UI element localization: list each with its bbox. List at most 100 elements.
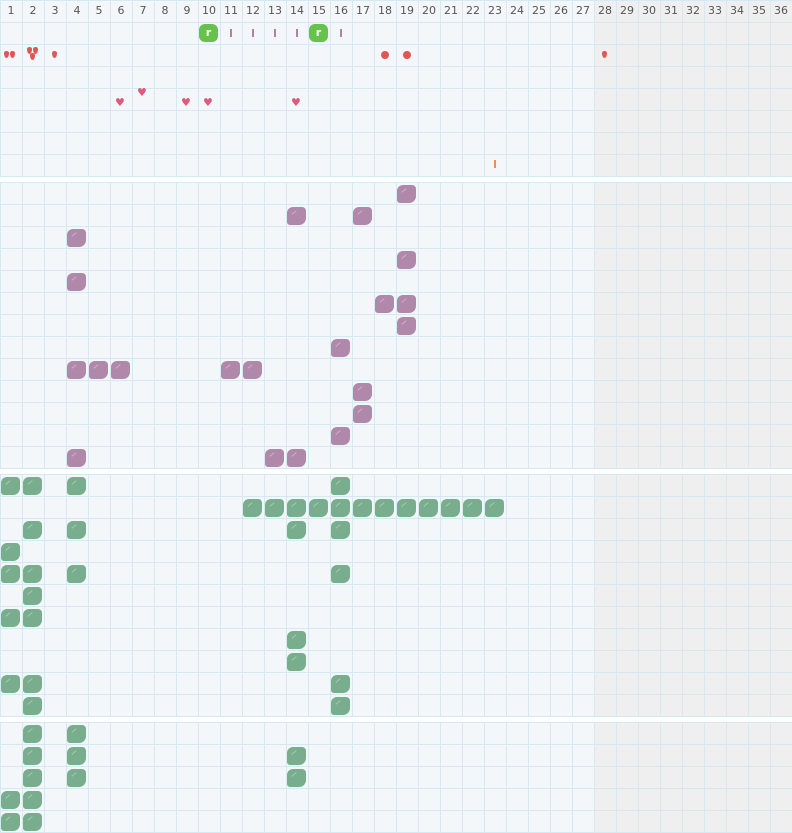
heart-icon[interactable]: ♥ xyxy=(137,86,147,99)
day-number[interactable]: 13 xyxy=(268,4,282,17)
tick-mark[interactable] xyxy=(252,29,254,37)
symptom-mark[interactable] xyxy=(23,675,42,693)
symptom-mark[interactable] xyxy=(243,499,262,517)
symptom-mark[interactable] xyxy=(375,499,394,517)
day-number[interactable]: 33 xyxy=(708,4,722,17)
day-number[interactable]: 2 xyxy=(29,4,37,17)
drop-icon[interactable] xyxy=(27,47,32,54)
day-number[interactable]: 11 xyxy=(224,4,238,17)
symptom-mark[interactable] xyxy=(375,295,394,313)
symptom-mark[interactable] xyxy=(287,449,306,467)
symptom-mark[interactable] xyxy=(67,747,86,765)
day-number[interactable]: 27 xyxy=(576,4,590,17)
day-number[interactable]: 17 xyxy=(356,4,370,17)
day-number[interactable]: 34 xyxy=(730,4,744,17)
marker-badge[interactable]: r xyxy=(309,24,328,42)
symptom-mark[interactable] xyxy=(331,427,350,445)
day-number[interactable]: 31 xyxy=(664,4,678,17)
symptom-mark[interactable] xyxy=(463,499,482,517)
drop-icon[interactable] xyxy=(33,47,38,54)
day-number[interactable]: 29 xyxy=(620,4,634,17)
symptom-mark[interactable] xyxy=(441,499,460,517)
symptom-mark[interactable] xyxy=(485,499,504,517)
symptom-mark[interactable] xyxy=(1,609,20,627)
drop-icon[interactable] xyxy=(10,51,15,58)
drop-icon[interactable] xyxy=(30,53,35,60)
symptom-mark[interactable] xyxy=(67,273,86,291)
symptom-mark[interactable] xyxy=(67,449,86,467)
day-number[interactable]: 18 xyxy=(378,4,392,17)
symptom-mark[interactable] xyxy=(331,521,350,539)
drop-icon[interactable] xyxy=(52,51,57,58)
day-number[interactable]: 1 xyxy=(7,4,15,17)
symptom-mark[interactable] xyxy=(309,499,328,517)
symptom-mark[interactable] xyxy=(287,499,306,517)
day-number[interactable]: 10 xyxy=(202,4,216,17)
tick-mark[interactable] xyxy=(274,29,276,37)
symptom-mark[interactable] xyxy=(397,499,416,517)
day-number[interactable]: 6 xyxy=(117,4,125,17)
symptom-mark[interactable] xyxy=(397,295,416,313)
symptom-mark[interactable] xyxy=(353,383,372,401)
symptom-mark[interactable] xyxy=(67,229,86,247)
day-number[interactable]: 30 xyxy=(642,4,656,17)
symptom-mark[interactable] xyxy=(23,565,42,583)
marker-badge[interactable]: r xyxy=(199,24,218,42)
heart-icon[interactable]: ♥ xyxy=(181,96,191,109)
day-number[interactable]: 36 xyxy=(774,4,788,17)
day-number[interactable]: 12 xyxy=(246,4,260,17)
symptom-mark[interactable] xyxy=(287,207,306,225)
symptom-mark[interactable] xyxy=(287,521,306,539)
symptom-mark[interactable] xyxy=(23,813,42,831)
heart-icon[interactable]: ♥ xyxy=(291,96,301,109)
symptom-mark[interactable] xyxy=(397,185,416,203)
day-number[interactable]: 23 xyxy=(488,4,502,17)
day-number[interactable]: 4 xyxy=(73,4,81,17)
heart-icon[interactable]: ♥ xyxy=(115,96,125,109)
symptom-mark[interactable] xyxy=(23,791,42,809)
symptom-mark[interactable] xyxy=(287,653,306,671)
drop-icon[interactable] xyxy=(602,51,607,58)
day-number[interactable]: 9 xyxy=(183,4,191,17)
symptom-mark[interactable] xyxy=(1,813,20,831)
day-number[interactable]: 5 xyxy=(95,4,103,17)
day-number[interactable]: 24 xyxy=(510,4,524,17)
tick-mark[interactable] xyxy=(340,29,342,37)
day-number[interactable]: 8 xyxy=(161,4,169,17)
symptom-mark[interactable] xyxy=(23,477,42,495)
symptom-mark[interactable] xyxy=(67,521,86,539)
symptom-mark[interactable] xyxy=(23,769,42,787)
day-number[interactable]: 26 xyxy=(554,4,568,17)
symptom-mark[interactable] xyxy=(67,477,86,495)
symptom-mark[interactable] xyxy=(67,361,86,379)
symptom-mark[interactable] xyxy=(67,565,86,583)
symptom-mark[interactable] xyxy=(221,361,240,379)
tick-mark[interactable] xyxy=(494,160,496,168)
symptom-mark[interactable] xyxy=(1,543,20,561)
symptom-mark[interactable] xyxy=(111,361,130,379)
heart-icon[interactable]: ♥ xyxy=(203,96,213,109)
day-number[interactable]: 25 xyxy=(532,4,546,17)
symptom-mark[interactable] xyxy=(331,697,350,715)
symptom-mark[interactable] xyxy=(265,449,284,467)
symptom-mark[interactable] xyxy=(89,361,108,379)
day-number[interactable]: 19 xyxy=(400,4,414,17)
day-number[interactable]: 32 xyxy=(686,4,700,17)
day-number[interactable]: 14 xyxy=(290,4,304,17)
symptom-mark[interactable] xyxy=(353,499,372,517)
symptom-mark[interactable] xyxy=(287,747,306,765)
symptom-mark[interactable] xyxy=(67,725,86,743)
symptom-mark[interactable] xyxy=(287,769,306,787)
dot-icon[interactable] xyxy=(403,51,411,59)
day-number[interactable]: 3 xyxy=(51,4,59,17)
tick-mark[interactable] xyxy=(230,29,232,37)
symptom-mark[interactable] xyxy=(1,477,20,495)
symptom-mark[interactable] xyxy=(287,631,306,649)
day-number[interactable]: 7 xyxy=(139,4,147,17)
symptom-mark[interactable] xyxy=(331,477,350,495)
symptom-mark[interactable] xyxy=(1,565,20,583)
symptom-mark[interactable] xyxy=(331,675,350,693)
symptom-mark[interactable] xyxy=(353,207,372,225)
symptom-mark[interactable] xyxy=(23,587,42,605)
day-number[interactable]: 28 xyxy=(598,4,612,17)
